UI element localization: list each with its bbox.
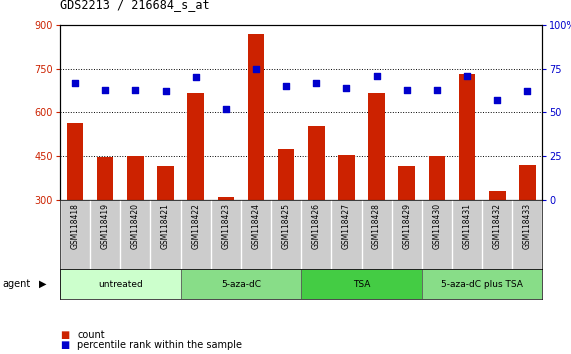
Text: GSM118429: GSM118429 [402,203,411,249]
Bar [248,34,264,200]
Point [372,73,381,79]
Point [523,88,532,94]
Point [312,80,321,85]
Point [342,85,351,91]
Point [100,87,110,92]
Bar [368,93,385,200]
Bar [519,165,536,200]
Point [432,87,441,92]
Text: GSM118421: GSM118421 [161,203,170,249]
Text: untreated: untreated [98,280,143,289]
Bar [459,74,475,200]
Text: GSM118419: GSM118419 [100,203,110,249]
Bar [489,191,505,200]
Text: GSM118433: GSM118433 [523,203,532,249]
Point [70,80,79,85]
Text: percentile rank within the sample: percentile rank within the sample [77,340,242,350]
Text: ▶: ▶ [39,279,46,289]
Point [221,106,230,112]
Bar [399,166,415,200]
Text: GSM118428: GSM118428 [372,203,381,249]
Text: ■: ■ [60,340,69,350]
Bar [180,269,301,299]
Bar [127,156,144,200]
Text: GSM118424: GSM118424 [251,203,260,249]
Text: agent: agent [3,279,31,289]
Text: GSM118430: GSM118430 [432,203,441,249]
Text: GSM118425: GSM118425 [282,203,291,249]
Point [463,73,472,79]
Bar [429,156,445,200]
Text: GSM118431: GSM118431 [463,203,472,249]
Bar [157,166,174,200]
Point [131,87,140,92]
Bar [278,149,295,200]
Point [191,75,200,80]
Bar [187,92,204,200]
Point [402,87,411,92]
Text: count: count [77,330,104,339]
Text: 5-aza-dC: 5-aza-dC [221,280,261,289]
Bar [67,122,83,200]
Bar [301,269,422,299]
Text: GSM118422: GSM118422 [191,203,200,249]
Point [493,97,502,103]
Text: GSM118423: GSM118423 [222,203,230,249]
Text: GSM118426: GSM118426 [312,203,321,249]
Point [282,83,291,89]
Text: GSM118418: GSM118418 [71,203,79,249]
Text: GSM118420: GSM118420 [131,203,140,249]
Text: 5-aza-dC plus TSA: 5-aza-dC plus TSA [441,280,523,289]
Point [161,88,170,94]
Bar [308,126,324,200]
Text: GDS2213 / 216684_s_at: GDS2213 / 216684_s_at [60,0,210,11]
Bar [218,197,234,200]
Text: TSA: TSA [353,280,370,289]
Bar [60,269,180,299]
Bar [338,155,355,200]
Text: GSM118427: GSM118427 [342,203,351,249]
Bar [422,269,542,299]
Point [251,66,260,72]
Text: GSM118432: GSM118432 [493,203,502,249]
Bar [97,157,114,200]
Text: ■: ■ [60,330,69,339]
